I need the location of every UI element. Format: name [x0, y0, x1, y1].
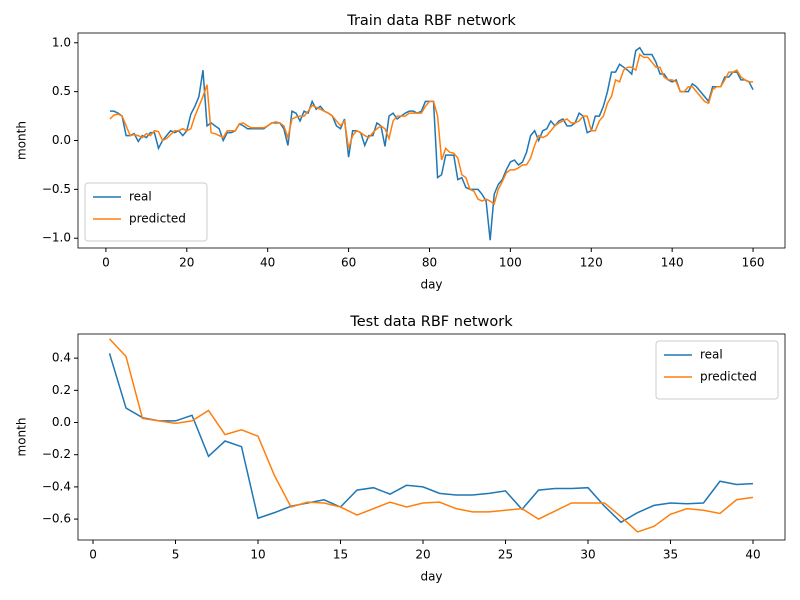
- data-line: [108, 338, 754, 533]
- x-tick-label: 40: [260, 256, 275, 270]
- y-tick-label: 0.0: [52, 415, 71, 429]
- data-line: [108, 353, 754, 524]
- y-tick-label: 0.5: [52, 84, 71, 98]
- x-tick-label: 100: [499, 256, 522, 270]
- subplot: Test data RBF network day month 0 5 10 15 20 25 3…: [15, 314, 786, 584]
- plot-frame: [77, 32, 786, 249]
- x-tick-label: 0: [89, 548, 97, 562]
- y-tick-label: −0.4: [42, 479, 71, 493]
- y-tick-label: −0.2: [42, 447, 71, 461]
- subplot: Train data RBF network day month 0 20 40 60 80 1…: [15, 13, 786, 292]
- x-tick-label: 20: [415, 548, 430, 562]
- x-tick-label: 80: [422, 256, 437, 270]
- x-tick-label: 0: [102, 256, 110, 270]
- y-axis-label: month: [15, 418, 29, 457]
- legend-label: real: [700, 348, 723, 362]
- data-line: [109, 53, 754, 206]
- x-tick-label: 20: [179, 256, 194, 270]
- x-tick-label: 35: [663, 548, 678, 562]
- x-tick-label: 140: [661, 256, 684, 270]
- y-tick-label: −0.6: [42, 512, 71, 526]
- x-tick-label: 5: [172, 548, 180, 562]
- legend-label: real: [129, 190, 152, 204]
- legend: real predicted: [84, 182, 208, 242]
- y-axis-label: month: [15, 121, 29, 160]
- x-tick-label: 120: [580, 256, 603, 270]
- x-tick-label: 30: [580, 548, 595, 562]
- x-axis-label: day: [420, 570, 442, 584]
- y-tick-label: 1.0: [52, 35, 71, 49]
- x-tick-label: 15: [333, 548, 348, 562]
- chart-title: Test data RBF network: [349, 314, 513, 330]
- x-tick-label: 25: [498, 548, 513, 562]
- x-tick-label: 160: [742, 256, 765, 270]
- x-tick-label: 10: [250, 548, 265, 562]
- x-tick-label: 40: [745, 548, 760, 562]
- y-tick-label: 0.2: [52, 383, 71, 397]
- x-axis-label: day: [420, 278, 442, 292]
- legend: real predicted: [655, 340, 779, 400]
- y-tick-label: −0.5: [42, 182, 71, 196]
- x-tick-label: 60: [341, 256, 356, 270]
- chart-title: Train data RBF network: [346, 13, 516, 29]
- y-tick-label: 0.0: [52, 133, 71, 147]
- y-tick-label: 0.4: [52, 351, 71, 365]
- legend-label: predicted: [700, 370, 757, 384]
- legend-label: predicted: [129, 212, 186, 226]
- plot-frame: [77, 333, 786, 541]
- y-tick-label: −1.0: [42, 231, 71, 245]
